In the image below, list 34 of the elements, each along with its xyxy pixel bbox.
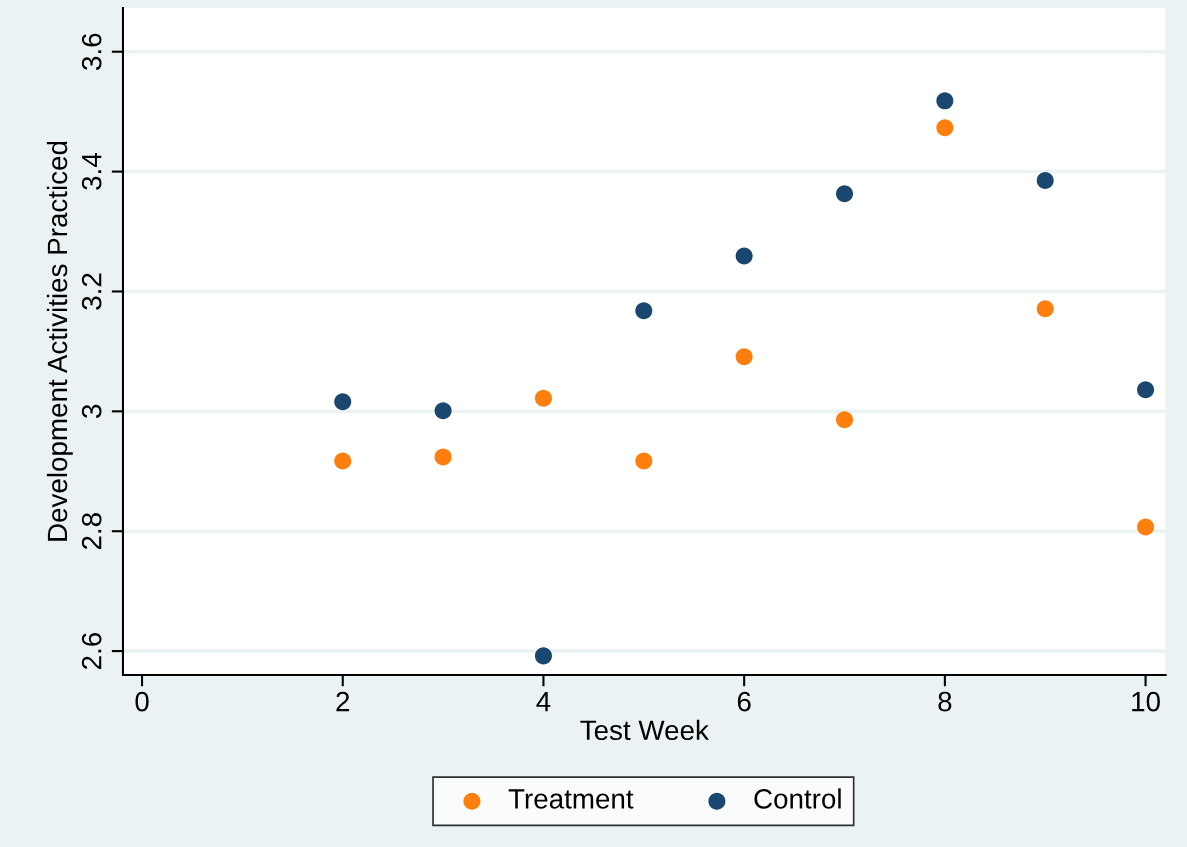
y-tick-label: 3.2 [81,273,102,310]
point [534,389,552,407]
y-tick-label: 2.6 [81,633,102,669]
point [836,411,854,429]
y-tick-label: 3 [81,404,102,418]
y-tick-label: 3.4 [81,153,102,190]
legend-label: Control [754,788,841,809]
point [434,402,452,420]
x-tick-label: 0 [135,691,149,712]
x-tick-label: 2 [336,691,350,712]
point [1137,381,1155,399]
x-tick-label: 6 [737,691,751,712]
point [334,452,352,470]
point [735,247,753,265]
point [1137,518,1155,536]
point [635,302,653,320]
y-tick-label: 3.6 [81,33,102,70]
point [936,92,954,110]
point [1036,300,1054,318]
point [334,393,352,411]
point [936,119,954,137]
x-axis-title: Test Week [580,719,709,741]
y-axis-title: Development Activities Practiced [46,141,73,541]
y-tick-label: 2.8 [81,513,102,550]
point [1036,172,1054,190]
x-tick-label: 10 [1132,691,1160,712]
point [635,452,653,470]
point [836,185,854,203]
point [534,647,552,665]
point [434,448,452,466]
x-tick-label: 4 [536,692,551,712]
x-tick-label: 8 [938,691,952,712]
point [735,348,753,366]
legend-label: Treatment [508,789,634,809]
